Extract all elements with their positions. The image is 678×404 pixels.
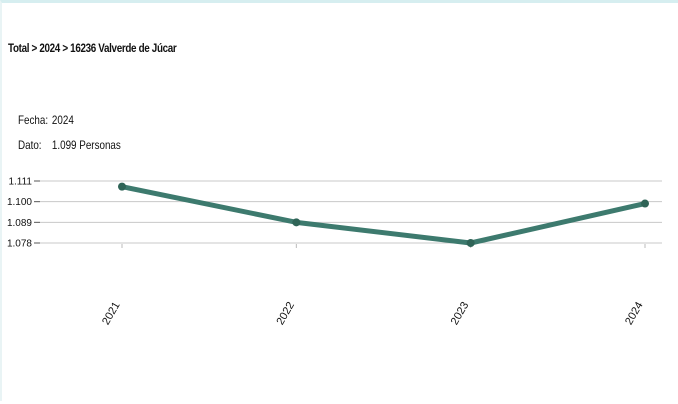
y-tick-label: 1.078 bbox=[7, 239, 32, 250]
y-tick-label: 1.089 bbox=[7, 218, 32, 229]
info-fecha: Fecha: 2024 bbox=[18, 113, 74, 127]
info-dato: Dato: 1.099 Personas bbox=[18, 138, 121, 152]
data-point bbox=[641, 199, 649, 208]
y-tick-label: 1.100 bbox=[7, 197, 32, 208]
data-point bbox=[118, 182, 126, 191]
dato-label: Dato: bbox=[18, 138, 42, 152]
dato-value: 1.099 Personas bbox=[51, 138, 121, 152]
data-point bbox=[292, 218, 301, 227]
x-tick-label: 2024 bbox=[623, 300, 646, 327]
x-tick-label: 2022 bbox=[274, 300, 297, 327]
line-chart: 1.111 1.100 1.089 1.078 2021 2022 2023 2024 bbox=[7, 177, 662, 327]
x-tick-label: 2021 bbox=[100, 300, 123, 327]
y-tick-label: 1.111 bbox=[8, 177, 32, 188]
breadcrumb[interactable]: Total > 2024 > 16236 Valverde de Júcar bbox=[8, 41, 177, 55]
data-point bbox=[466, 239, 475, 247]
x-tick-label: 2023 bbox=[449, 300, 472, 327]
series-line bbox=[119, 184, 648, 246]
fecha-value: 2024 bbox=[51, 113, 74, 127]
fecha-label: Fecha: bbox=[18, 113, 49, 127]
